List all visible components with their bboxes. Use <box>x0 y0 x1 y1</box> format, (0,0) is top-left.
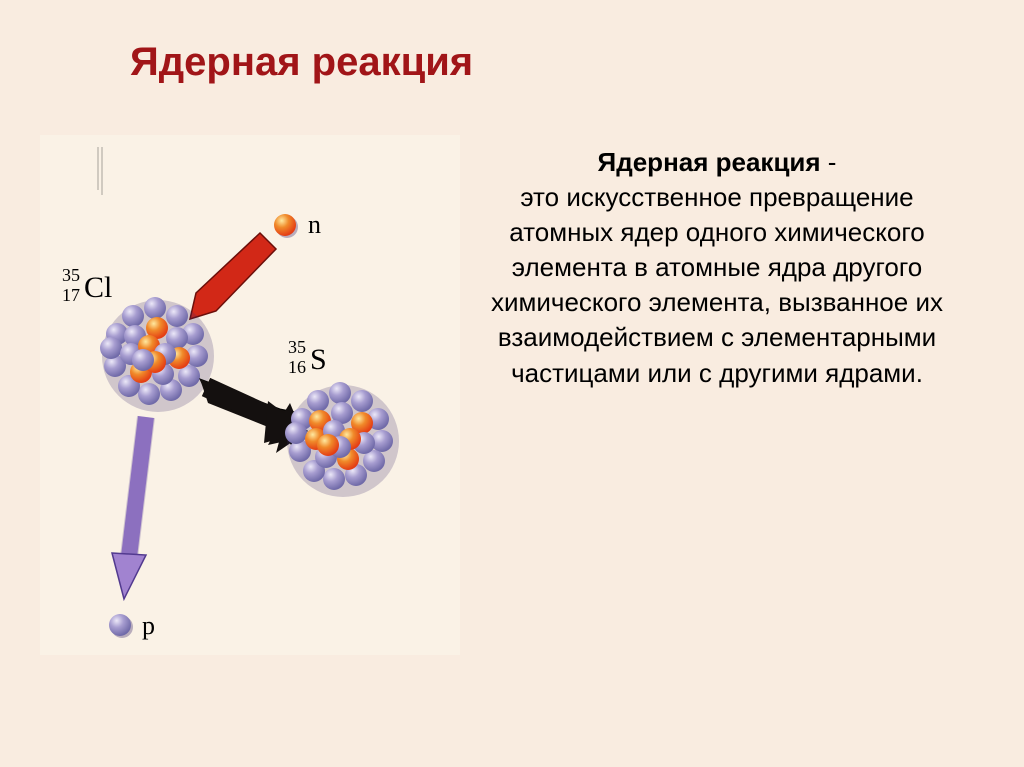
nucleus-s35 <box>285 382 399 497</box>
label-cl-z: 17 <box>62 285 80 306</box>
label-proton: p <box>142 611 155 641</box>
label-s-sym: S <box>310 343 327 377</box>
label-s-mass: 35 <box>288 337 306 358</box>
arrow-proton-out <box>112 417 146 599</box>
nuclear-reaction-diagram: 35 17 Cl 35 16 S n p <box>40 135 460 655</box>
label-cl-sym: Cl <box>84 271 112 305</box>
content-row: 35 17 Cl 35 16 S n p Ядерная реакция - э… <box>40 115 984 655</box>
definition-text: Ядерная реакция - это искусственное прев… <box>470 135 984 391</box>
label-s-z: 16 <box>288 357 306 378</box>
definition-dash: - <box>821 147 837 177</box>
diagram-svg <box>40 135 460 655</box>
free-proton <box>109 614 133 638</box>
arrow-neutron-in <box>190 233 276 319</box>
free-neutron <box>274 214 298 238</box>
label-neutron: n <box>308 210 321 240</box>
label-cl-mass: 35 <box>62 265 80 286</box>
page-title: Ядерная реакция <box>130 40 984 85</box>
slide-page: Ядерная реакция <box>0 0 1024 767</box>
definition-term: Ядерная реакция <box>598 147 821 177</box>
definition-body: это искусственное превращение атомных яд… <box>491 182 943 387</box>
